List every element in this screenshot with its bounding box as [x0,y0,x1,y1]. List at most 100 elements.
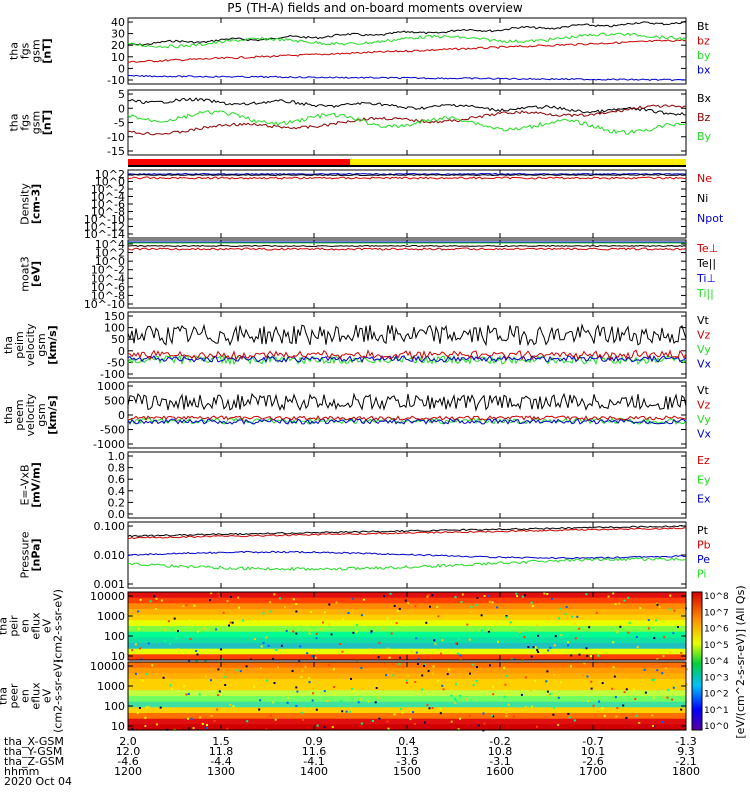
spectrogram-pixel [431,707,434,710]
mode-bar-line [128,165,686,167]
y-axis-label-line: eV [41,688,54,703]
legend-entry: Vx [697,358,712,371]
spectrogram-pixel [272,701,274,704]
spectrogram-pixel [587,700,590,703]
spectrogram-pixel [236,669,239,672]
spectrogram-pixel [417,658,420,661]
time-axis-value: -4.1 [303,755,324,768]
series-line [127,104,687,136]
spectrogram-band [128,667,686,674]
legend-entry: By [697,130,712,143]
spectrogram-band [128,718,686,725]
spectrogram-pixel [574,637,577,640]
spectrogram-pixel [413,723,416,725]
spectrogram-pixel [560,633,563,636]
spectrogram-pixel [625,717,628,719]
series-line [127,32,687,49]
y-tick-label: 10^2 [95,247,125,260]
spectrogram-pixel [546,593,549,595]
spectrogram-band [128,696,686,703]
spectrogram-pixel [531,605,534,608]
y-tick-label: -10 [107,131,125,144]
spectrogram-pixel [160,599,163,602]
spectrogram-pixel [327,616,330,619]
spectrogram-pixel [410,650,413,653]
spectrogram-pixel [398,656,401,659]
spectrogram-pixel [134,672,137,675]
spectrogram-pixel [592,704,595,707]
colorbar-tick-label: 10^7 [704,608,729,618]
spectrogram-pixel [221,658,223,661]
spectrogram-pixel [506,674,509,677]
y-tick-label: 20 [111,39,125,52]
spectrogram-pixel [267,644,270,647]
y-axis-label-line: gsm [35,333,48,356]
spectrogram-pixel [628,621,631,624]
spectrogram-pixel [360,667,363,669]
time-axis-value: -4.4 [210,755,231,768]
spectrogram-pixel [425,621,428,624]
spectrogram-pixel [656,603,659,606]
spectrogram-pixel [668,608,671,611]
colorbar [691,591,703,731]
time-axis-value: -2.6 [582,755,603,768]
spectrogram-pixel [491,601,494,604]
spectrogram-pixel [623,599,626,602]
spectrogram-pixel [666,696,669,699]
spectrogram-pixel [320,628,323,631]
colorbar-tick-label: 10^2 [704,690,729,700]
legend-entry: Ti⊥ [696,272,716,285]
spectrogram-pixel [323,726,326,729]
y-tick-label: -15 [107,145,125,158]
spectrogram-pixel [578,627,581,630]
time-axis-row-label: hhmm [4,765,39,778]
spectrogram-pixel [362,598,365,601]
spectrogram-pixel [218,595,221,598]
spectrogram-band [128,643,686,650]
spectrogram-pixel [573,622,576,625]
time-axis-value: 1400 [300,765,328,778]
spectrogram-pixel [297,688,300,691]
spectrogram-pixel [210,679,212,682]
spectrogram-pixel [322,621,324,624]
series-line [127,97,686,116]
y-tick-label: 0 [118,409,125,422]
spectrogram-pixel [412,711,414,714]
spectrogram-pixel [387,727,390,730]
spectrogram-pixel [576,615,579,618]
series-line [127,323,687,347]
spectrogram-pixel [205,675,208,678]
spectrogram-pixel [185,693,188,696]
y-axis-label-line: gsm [30,39,43,62]
spectrogram-pixel [139,647,141,650]
spectrogram-pixel [504,703,507,706]
spectrogram-pixel [357,686,360,689]
spectrogram-pixel [662,696,665,699]
spectrogram-pixel [672,632,675,635]
spectrogram-pixel [468,714,471,717]
spectrogram-pixel [643,668,646,671]
spectrogram-pixel [476,666,478,668]
y-axis-label-line: gsm [35,403,48,426]
spectrogram-pixel [627,596,630,599]
spectrogram-pixel [326,700,329,702]
spectrogram-pixel [475,680,478,682]
spectrogram-pixel [386,647,389,650]
spectrogram-pixel [585,647,588,650]
spectrogram-pixel [209,599,211,602]
spectrogram-pixel [521,595,524,598]
y-axis-label: Density[cm-3] [19,183,43,225]
spectrogram-pixel [497,640,500,643]
spectrogram-pixel [480,614,483,617]
spectrogram-pixel [404,624,407,627]
spectrogram-pixel [653,696,656,699]
y-axis-label-line: velocity [24,323,37,366]
spectrogram-pixel [259,667,262,670]
spectrogram-pixel [607,595,610,598]
y-tick-label: 10^-4 [91,191,125,204]
series-line [127,550,687,560]
spectrogram-pixel [622,704,625,707]
spectrogram-pixel [614,603,617,605]
